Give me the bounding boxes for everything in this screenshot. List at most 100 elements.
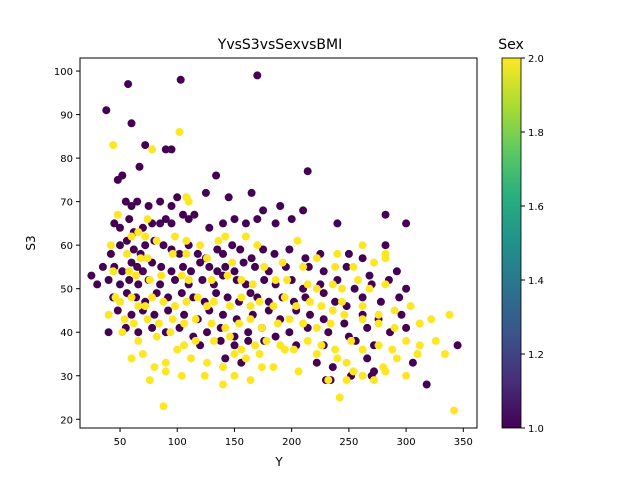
data-point-sex-2 <box>203 358 211 367</box>
y-tick-label: 40 <box>60 328 73 339</box>
data-point-sex-2 <box>280 345 289 354</box>
data-point-sex-1 <box>219 249 227 258</box>
data-point-sex-2 <box>168 249 177 258</box>
data-point-sex-2 <box>171 302 179 311</box>
data-point-sex-2 <box>125 267 134 276</box>
data-point-sex-2 <box>184 197 193 206</box>
data-point-sex-1 <box>212 171 221 180</box>
data-point-sex-1 <box>129 245 138 254</box>
y-tick-label: 80 <box>60 154 73 165</box>
x-tick-label: 300 <box>397 437 416 448</box>
data-point-sex-2 <box>340 310 349 319</box>
data-point-sex-1 <box>144 202 153 210</box>
data-point-sex-1 <box>402 323 411 332</box>
data-point-sex-1 <box>301 254 310 263</box>
data-point-sex-1 <box>118 267 127 276</box>
data-point-sex-1 <box>127 202 136 210</box>
data-point-sex-1 <box>376 297 385 306</box>
x-tick-label: 50 <box>114 437 127 448</box>
data-point-sex-1 <box>340 319 349 328</box>
data-point-sex-2 <box>370 258 378 267</box>
data-point-sex-2 <box>221 323 230 332</box>
data-point-sex-2 <box>180 319 189 328</box>
data-point-sex-1 <box>127 310 136 319</box>
data-point-sex-1 <box>102 106 111 115</box>
data-point-sex-1 <box>397 310 406 319</box>
data-point-sex-2 <box>219 380 227 389</box>
colorbar-label: Sex <box>498 37 524 53</box>
data-point-sex-2 <box>269 363 278 372</box>
data-point-sex-2 <box>342 376 351 385</box>
data-point-sex-2 <box>370 376 378 385</box>
data-point-sex-1 <box>167 267 176 276</box>
data-point-sex-1 <box>205 223 214 232</box>
data-point-sex-1 <box>164 306 173 315</box>
data-point-sex-1 <box>285 328 294 337</box>
data-point-sex-2 <box>413 350 422 358</box>
data-point-sex-2 <box>257 363 266 372</box>
data-point-sex-1 <box>299 206 308 215</box>
data-point-sex-2 <box>251 341 259 350</box>
data-point-sex-1 <box>271 219 280 228</box>
data-point-sex-1 <box>171 276 179 284</box>
data-point-sex-1 <box>287 215 296 224</box>
data-point-sex-1 <box>408 358 417 367</box>
data-point-sex-2 <box>193 293 202 302</box>
colorbar-tick-label: 2.0 <box>528 54 544 65</box>
data-point-sex-1 <box>251 262 259 271</box>
data-point-sex-2 <box>136 254 145 263</box>
plot-points <box>87 71 462 415</box>
data-point-sex-2 <box>230 371 239 380</box>
data-point-sex-1 <box>127 258 136 267</box>
data-point-sex-1 <box>324 328 333 337</box>
data-point-sex-2 <box>365 284 374 293</box>
data-point-sex-1 <box>167 145 176 154</box>
data-point-sex-1 <box>312 358 321 367</box>
data-point-sex-2 <box>338 284 346 293</box>
colorbar-tick-label: 1.2 <box>528 350 544 361</box>
data-point-sex-2 <box>138 350 147 358</box>
data-point-sex-1 <box>260 276 269 284</box>
data-point-sex-1 <box>276 202 285 210</box>
data-point-sex-1 <box>180 310 189 319</box>
data-point-sex-1 <box>247 188 256 197</box>
data-point-sex-1 <box>259 206 268 215</box>
data-point-sex-1 <box>173 193 182 202</box>
data-point-sex-2 <box>306 297 314 306</box>
data-point-sex-2 <box>230 350 239 358</box>
data-point-sex-2 <box>246 315 255 324</box>
data-point-sex-1 <box>381 210 390 219</box>
data-point-sex-2 <box>109 267 118 276</box>
data-point-sex-1 <box>402 219 411 228</box>
data-point-sex-2 <box>166 328 175 337</box>
data-point-sex-2 <box>381 254 390 263</box>
data-point-sex-1 <box>127 119 136 128</box>
chart-title: YvsS3vsSexvsBMI <box>217 37 342 53</box>
data-point-sex-2 <box>312 323 321 332</box>
data-point-sex-1 <box>344 249 353 258</box>
data-point-sex-2 <box>241 232 250 241</box>
data-point-sex-2 <box>148 145 157 154</box>
data-point-sex-2 <box>415 341 424 350</box>
data-point-sex-2 <box>214 236 223 245</box>
data-point-sex-1 <box>213 267 222 276</box>
data-point-sex-1 <box>319 289 328 298</box>
data-point-sex-2 <box>182 297 191 306</box>
data-point-sex-1 <box>124 80 133 89</box>
data-point-sex-2 <box>331 262 340 271</box>
data-point-sex-1 <box>193 249 202 258</box>
data-point-sex-2 <box>326 319 335 328</box>
data-point-sex-2 <box>182 236 191 245</box>
data-point-sex-2 <box>342 358 351 367</box>
data-point-sex-1 <box>116 241 124 250</box>
data-point-sex-2 <box>358 345 367 354</box>
data-point-sex-2 <box>134 302 143 311</box>
y-tick-label: 30 <box>60 372 73 383</box>
data-point-sex-2 <box>104 310 113 319</box>
data-point-sex-2 <box>223 271 232 280</box>
data-point-sex-1 <box>116 223 124 232</box>
data-point-sex-1 <box>319 267 328 276</box>
data-point-sex-2 <box>157 271 166 280</box>
data-point-sex-1 <box>133 197 142 206</box>
data-point-sex-1 <box>244 336 253 345</box>
